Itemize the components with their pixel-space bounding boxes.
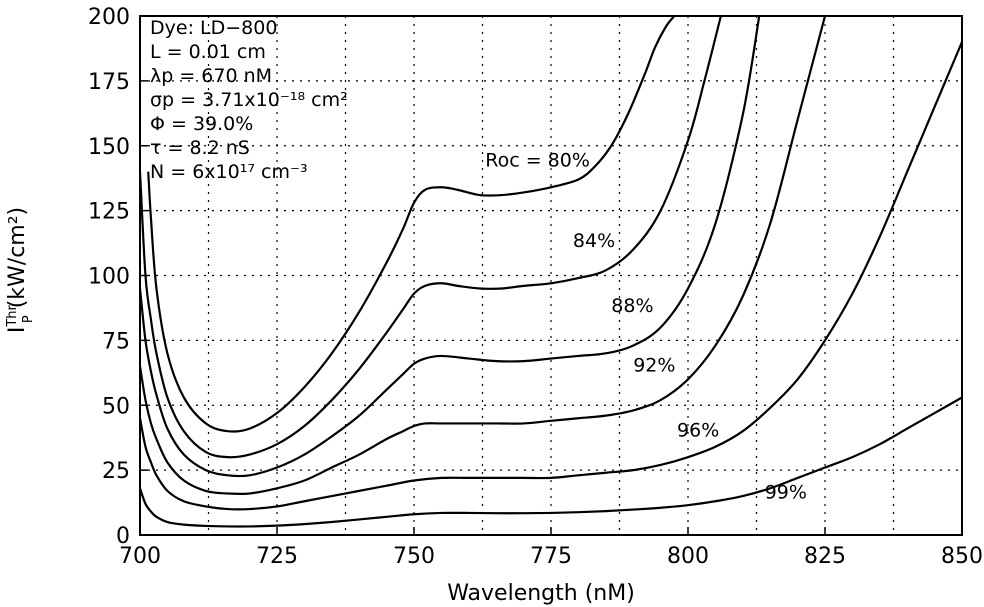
y-tick-label: 75	[102, 329, 130, 354]
annotation-length: L = 0.01 cm	[150, 41, 266, 63]
series-label-2: 88%	[611, 295, 653, 317]
annotation-lifetime: τ = 8.2 nS	[150, 137, 250, 159]
y-axis-title-sub: P	[21, 315, 36, 323]
y-tick-label: 100	[88, 265, 130, 290]
y-tick-label: 50	[102, 394, 130, 419]
annotation-quantum-yield: Φ = 39.0%	[150, 113, 253, 135]
series-line-0	[147, 16, 676, 433]
curve-labels: Roc = 80% 84% 88% 92% 96% 99%	[485, 150, 807, 504]
x-axis-title: Wavelength (nM)	[447, 581, 635, 606]
y-axis-title-main: I	[5, 327, 30, 334]
series-line-5	[140, 396, 962, 528]
annotation-dye: Dye: LD−800	[150, 17, 277, 39]
series-label-0: Roc = 80%	[485, 150, 590, 172]
x-tick-label: 825	[804, 544, 846, 569]
x-tick-label: 750	[393, 544, 435, 569]
annotation-concentration: N = 6x10¹⁷ cm⁻³	[150, 161, 308, 183]
series-line-4	[140, 41, 962, 511]
x-tick-label: 775	[530, 544, 572, 569]
y-tick-label: 125	[88, 200, 130, 225]
series-label-1: 84%	[573, 230, 615, 252]
annotation-pump-wavelength: λp = 670 nM	[150, 65, 272, 87]
series-line-2	[140, 16, 761, 478]
grid-lines	[140, 16, 962, 535]
series-line-1	[140, 16, 722, 459]
y-tick-labels: 0 25 50 75 100 125 150 175 200	[88, 5, 130, 549]
axis-ticks	[140, 80, 826, 535]
series-label-5: 99%	[765, 482, 807, 504]
y-axis-title-units: (kW/cm²)	[5, 207, 30, 315]
x-tick-label: 800	[667, 544, 709, 569]
y-tick-label: 200	[88, 5, 130, 30]
y-tick-label: 175	[88, 70, 130, 95]
x-tick-label: 700	[119, 544, 161, 569]
series-label-3: 92%	[633, 355, 675, 377]
y-axis-title: IThrP (kW/cm²)	[5, 207, 36, 333]
y-tick-label: 0	[116, 524, 130, 549]
y-tick-label: 150	[88, 135, 130, 160]
series-curves	[140, 16, 962, 528]
annotation-cross-section: σp = 3.71x10⁻¹⁸ cm²	[150, 89, 348, 111]
series-line-3	[140, 16, 827, 496]
series-label-4: 96%	[677, 419, 719, 441]
y-axis-title-sup: Thr	[5, 304, 20, 327]
x-tick-label: 725	[256, 544, 298, 569]
y-tick-label: 25	[102, 459, 130, 484]
x-tick-labels: 700 725 750 775 800 825 850	[119, 544, 983, 569]
x-tick-label: 850	[941, 544, 983, 569]
parameter-annotations: Dye: LD−800 L = 0.01 cm λp = 670 nM σp =…	[150, 17, 348, 183]
